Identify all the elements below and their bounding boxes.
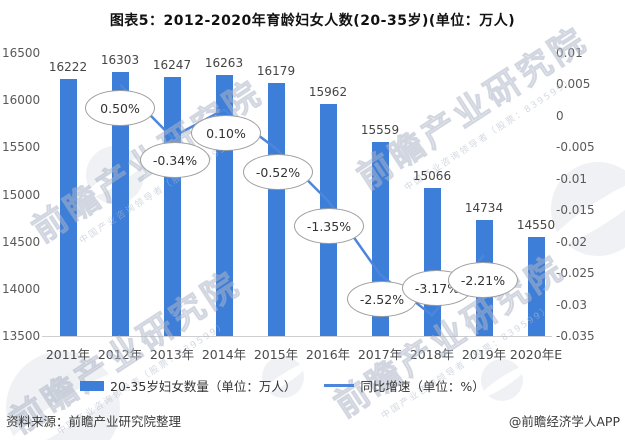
bar-swatch-icon [80, 380, 104, 391]
left-axis-tick: 14000 [2, 281, 41, 296]
legend-line-label: 同比增速（单位：%） [360, 379, 485, 394]
legend-bar-label: 20-35岁妇女数量（单位：万人） [110, 379, 297, 394]
x-axis-label: 2013年 [149, 347, 195, 362]
growth-label-ellipse: -0.34% [140, 142, 210, 178]
bar-value-label: 16263 [204, 56, 244, 71]
right-axis-tick: 0 [556, 108, 564, 123]
bar-value-label: 16222 [48, 60, 88, 75]
bar-value-label: 16303 [100, 52, 140, 67]
legend-item-bar: 20-35岁妇女数量（单位：万人） [80, 376, 296, 395]
line-swatch-icon [324, 384, 355, 387]
credit-note: @前瞻经济学人APP [508, 414, 620, 429]
x-axis-label: 2019年 [461, 347, 507, 362]
legend: 20-35岁妇女数量（单位：万人） 同比增速（单位：%） [80, 376, 485, 395]
right-axis-tick: 0.01 [556, 46, 583, 60]
x-axis-line [42, 336, 552, 337]
bar-value-label: 16179 [256, 64, 296, 79]
bar-value-label: 15962 [308, 84, 348, 99]
growth-label-ellipse: 0.10% [191, 115, 261, 151]
bar-2013年 [163, 76, 181, 336]
data-source-note: 资料来源：前瞻产业研究院整理 [6, 414, 182, 429]
right-axis-tick: -0.03 [556, 297, 588, 312]
x-axis-label: 2020年E [509, 347, 563, 362]
right-axis-tick: -0.025 [556, 266, 595, 281]
left-axis-tick: 15000 [2, 187, 41, 202]
left-axis-tick: 14500 [2, 234, 41, 249]
bar-2020年E [527, 236, 545, 336]
x-axis-label: 2014年 [201, 347, 247, 362]
right-axis-tick: -0.005 [556, 140, 595, 155]
x-axis-label: 2018年 [409, 347, 455, 362]
growth-label-ellipse: -2.52% [347, 281, 417, 317]
right-axis-tick: 0.005 [556, 77, 591, 92]
left-axis-tick: 15500 [2, 140, 41, 155]
right-axis-tick: -0.035 [556, 329, 595, 343]
chart-title: 图表5：2012-2020年育龄妇女人数(20-35岁)(单位：万人) [109, 13, 516, 29]
left-axis-tick: 16500 [2, 46, 41, 60]
bar-value-label: 14550 [516, 217, 556, 232]
legend-item-line: 同比增速（单位：%） [324, 376, 485, 395]
growth-label-ellipse: -1.35% [294, 208, 364, 244]
bar-value-label: 14734 [464, 200, 504, 215]
x-axis-label: 2017年 [357, 347, 403, 362]
growth-label-ellipse: -0.52% [243, 154, 313, 190]
x-axis-label: 2016年 [305, 347, 351, 362]
bar-value-label: 15066 [412, 169, 452, 184]
growth-label-ellipse: -2.21% [448, 262, 518, 298]
left-axis-tick: 13500 [2, 329, 41, 343]
bar-2011年 [59, 79, 77, 336]
bar-value-label: 16247 [152, 57, 192, 72]
growth-label-ellipse: 0.50% [85, 90, 155, 126]
bar-value-label: 15559 [360, 122, 400, 137]
left-axis-tick: 16000 [2, 93, 41, 108]
